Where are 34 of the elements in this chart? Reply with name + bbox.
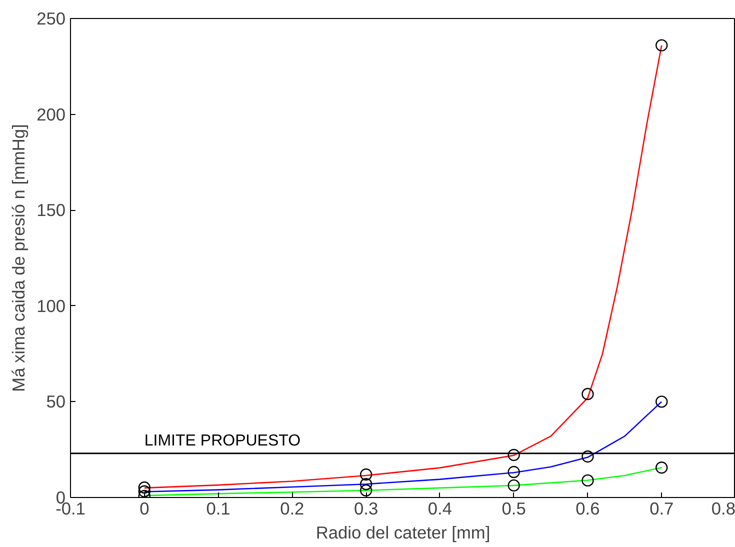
- point: [508, 479, 520, 492]
- line-series: [144, 466, 662, 496]
- point: [360, 478, 372, 490]
- y-tick-label: 150: [36, 200, 66, 220]
- point: [582, 474, 594, 487]
- x-tick-label: 0.3: [354, 498, 378, 518]
- x-tick-label: 0.8: [711, 498, 735, 518]
- point: [582, 450, 594, 463]
- y-tick-label: 100: [36, 296, 66, 316]
- x-tick-label: 0.7: [650, 498, 674, 518]
- y-axis-title: Má xima caida de presió n [mmHg]: [8, 124, 29, 392]
- x-tick-label: 0.6: [576, 498, 600, 518]
- point: [138, 481, 150, 494]
- point: [656, 396, 668, 408]
- point: [582, 388, 594, 400]
- y-tick-label: 50: [46, 392, 66, 412]
- line-series: [144, 44, 662, 489]
- line-series: [144, 401, 662, 492]
- point: [360, 484, 372, 496]
- ref-line-label: LIMITE PROPUESTO: [144, 432, 301, 450]
- y-tick-label: 200: [36, 104, 66, 124]
- point: [138, 485, 150, 498]
- x-tick-label: 0.2: [280, 498, 304, 518]
- point: [656, 462, 668, 474]
- x-tick-label: 0: [140, 498, 150, 518]
- y-tick-label: 250: [36, 8, 66, 28]
- point: [656, 39, 668, 52]
- x-tick-label: 0.5: [502, 498, 526, 518]
- x-tick-label: 0.4: [428, 498, 452, 518]
- point: [508, 448, 520, 462]
- x-tick-label: 0.1: [206, 498, 230, 518]
- point: [508, 466, 520, 478]
- point: [360, 468, 372, 481]
- x-axis-title: Radio del cateter [mm]: [316, 522, 490, 542]
